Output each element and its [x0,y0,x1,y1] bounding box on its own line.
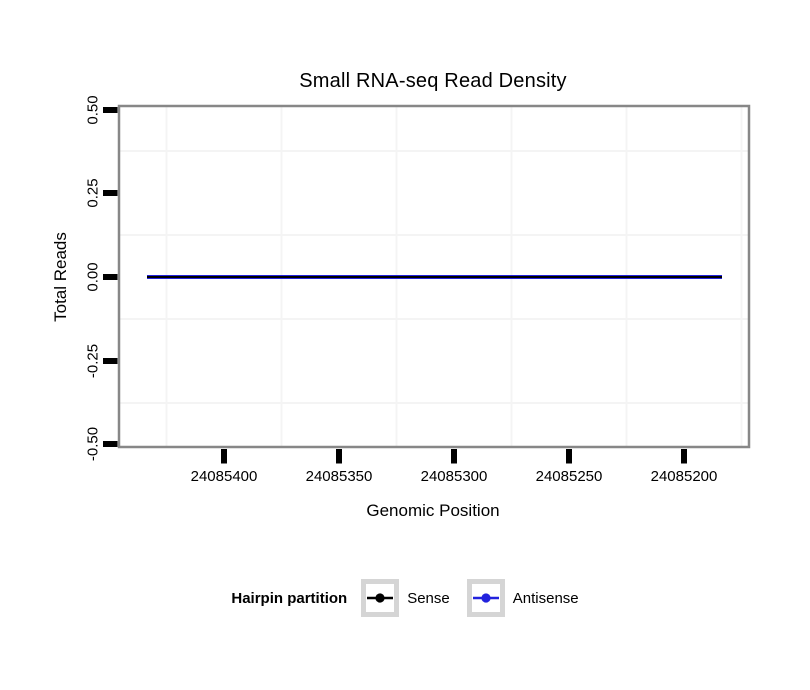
x-tick-label: 24085200 [650,468,718,485]
x-axis-title: Genomic Position [366,501,500,520]
legend-key-sense [361,579,400,617]
panel-border [117,104,751,449]
legend: Hairpin partition Sense Antisense [0,579,810,617]
y-tick-label: 0.50 [84,95,102,125]
x-tick-label: 24085250 [535,468,603,485]
chart-title: Small RNA-seq Read Density [299,70,567,92]
x-tick-label: 24085400 [190,468,258,485]
y-tick-label: 0.25 [84,178,102,208]
antisense-line-point-icon [472,593,499,603]
sense-key-point [375,593,385,603]
legend-label-antisense: Antisense [512,589,579,607]
x-tick-label: 24085350 [305,468,373,485]
legend-title: Hairpin partition [231,589,348,607]
x-tick-label: 24085300 [420,468,488,485]
antisense-key-point [481,593,491,603]
axis-ticks [103,107,687,464]
y-tick-label: -0.50 [84,426,102,462]
legend-key-antisense [466,579,505,617]
y-tick-label: 0.00 [84,262,102,292]
sense-line-point-icon [367,593,394,603]
y-axis-title: Total Reads [51,232,70,322]
legend-label-sense: Sense [407,589,450,607]
y-tick-label: -0.25 [84,343,102,379]
